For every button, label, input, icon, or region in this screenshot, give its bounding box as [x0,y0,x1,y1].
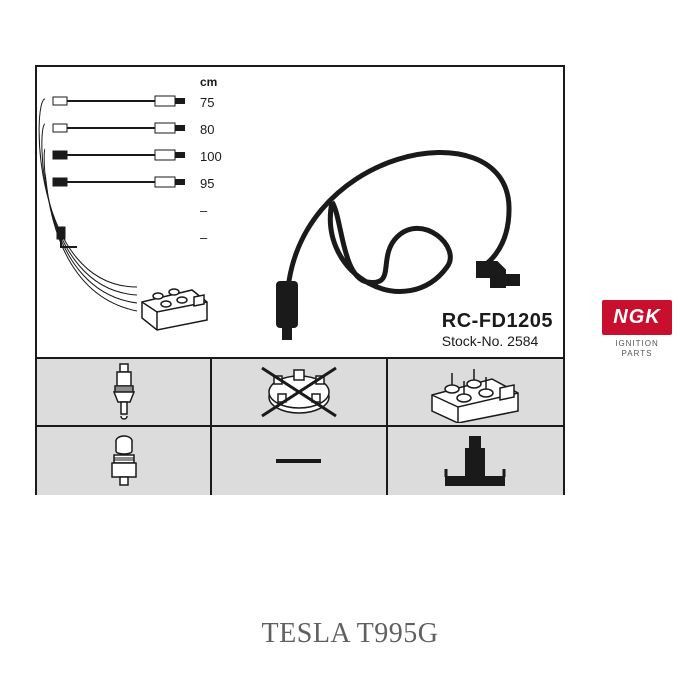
ngk-badge: NGK IGNITION PARTS [602,300,672,358]
dash-icon [276,459,321,463]
small-coilpack-icon [132,262,217,332]
coilpack-icon [420,361,530,423]
terminal-icon [106,433,142,489]
cable-length: – [200,230,207,245]
diagram-frame: cm 75 80 [35,65,565,495]
caption: TESLA T995G [0,618,700,650]
distributor-crossed-icon [254,362,344,422]
cm-header: cm [200,75,217,89]
cable-length: 80 [200,122,214,137]
cable-row: – [45,199,245,224]
cell-boot [388,427,563,495]
cable-row: 80 [45,118,245,143]
ngk-subtitle: IGNITION PARTS [602,339,672,358]
sparkplug-icon [104,362,144,422]
ngk-logo: NGK [602,300,672,335]
cable-row: 95 [45,172,245,197]
icon-grid [37,357,563,495]
cell-sparkplug [37,359,212,427]
cell-dash [212,427,387,495]
cable-row: 75 [45,91,245,116]
cable-length: 95 [200,176,214,191]
cell-terminal [37,427,212,495]
cable-length-list: cm 75 80 [45,75,245,237]
cell-coilpack [388,359,563,427]
big-cable-drawing [247,87,547,347]
cable-length: 100 [200,149,222,164]
cable-length: – [200,203,207,218]
boot-icon [440,433,510,489]
part-number-block: RC-FD1205 Stock-No. 2584 [442,310,553,349]
cell-distributor-crossed [212,359,387,427]
cable-row: – [45,226,245,251]
cable-length: 75 [200,95,214,110]
cable-row: 100 [45,145,245,170]
part-number-sub: Stock-No. 2584 [442,333,553,349]
upper-panel: cm 75 80 [37,67,563,357]
part-number-main: RC-FD1205 [442,310,553,333]
